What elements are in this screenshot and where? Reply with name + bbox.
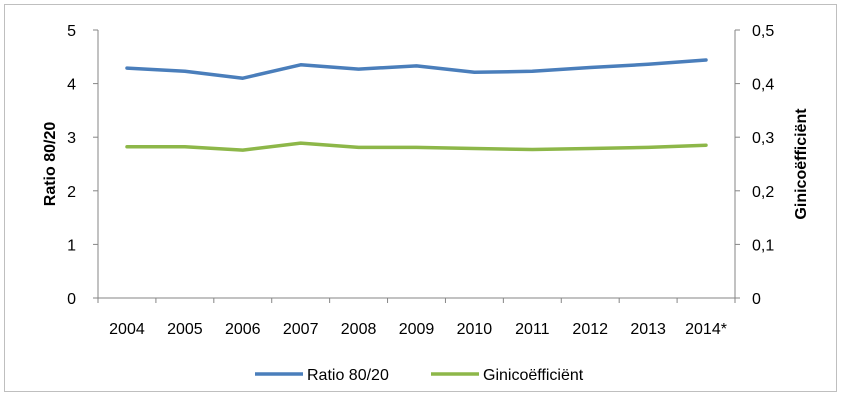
right-tick-label: 0,3 — [752, 130, 774, 147]
x-tick-label: 2008 — [341, 321, 377, 338]
right-tick-label: 0,1 — [752, 237, 774, 254]
x-tick-label: 2010 — [457, 321, 493, 338]
left-tick-label: 3 — [67, 130, 76, 147]
chart-frame — [4, 4, 837, 392]
legend: Ratio 80/20 Ginicoëfficiënt — [255, 367, 584, 384]
x-tick-label: 2014* — [685, 321, 727, 338]
right-tick-label: 0,5 — [752, 23, 774, 40]
right-tick-label: 0 — [752, 291, 761, 308]
y-axis-title: Ratio 80/20 — [42, 122, 59, 207]
legend-label: Ginicoëfficiënt — [483, 367, 584, 384]
y2-axis-title: Ginicoëfficiënt — [793, 108, 810, 220]
axes — [93, 29, 740, 303]
x-tick-label: 2004 — [109, 321, 145, 338]
left-tick-label: 2 — [67, 184, 76, 201]
series-line-ratio — [125, 58, 708, 80]
axis-labels: 0 0 1 0,1 2 0,2 3 0,3 4 0,4 5 0,5 2004 2005 2006 2007 20… — [42, 23, 810, 338]
x-tick-label: 2005 — [167, 321, 203, 338]
right-tick-label: 0,2 — [752, 184, 774, 201]
left-tick-label: 4 — [67, 77, 76, 94]
series-line-gini — [125, 141, 708, 152]
legend-label: Ratio 80/20 — [307, 367, 389, 384]
x-tick-label: 2009 — [399, 321, 435, 338]
x-tick-label: 2007 — [283, 321, 319, 338]
right-tick-label: 0,4 — [752, 77, 774, 94]
left-tick-label: 0 — [67, 291, 76, 308]
x-tick-label: 2012 — [572, 321, 608, 338]
series-lines — [125, 58, 708, 152]
left-tick-label: 5 — [67, 23, 76, 40]
x-tick-label: 2011 — [515, 321, 550, 338]
x-tick-label: 2013 — [630, 321, 666, 338]
x-tick-label: 2006 — [225, 321, 261, 338]
left-tick-label: 1 — [67, 237, 76, 254]
